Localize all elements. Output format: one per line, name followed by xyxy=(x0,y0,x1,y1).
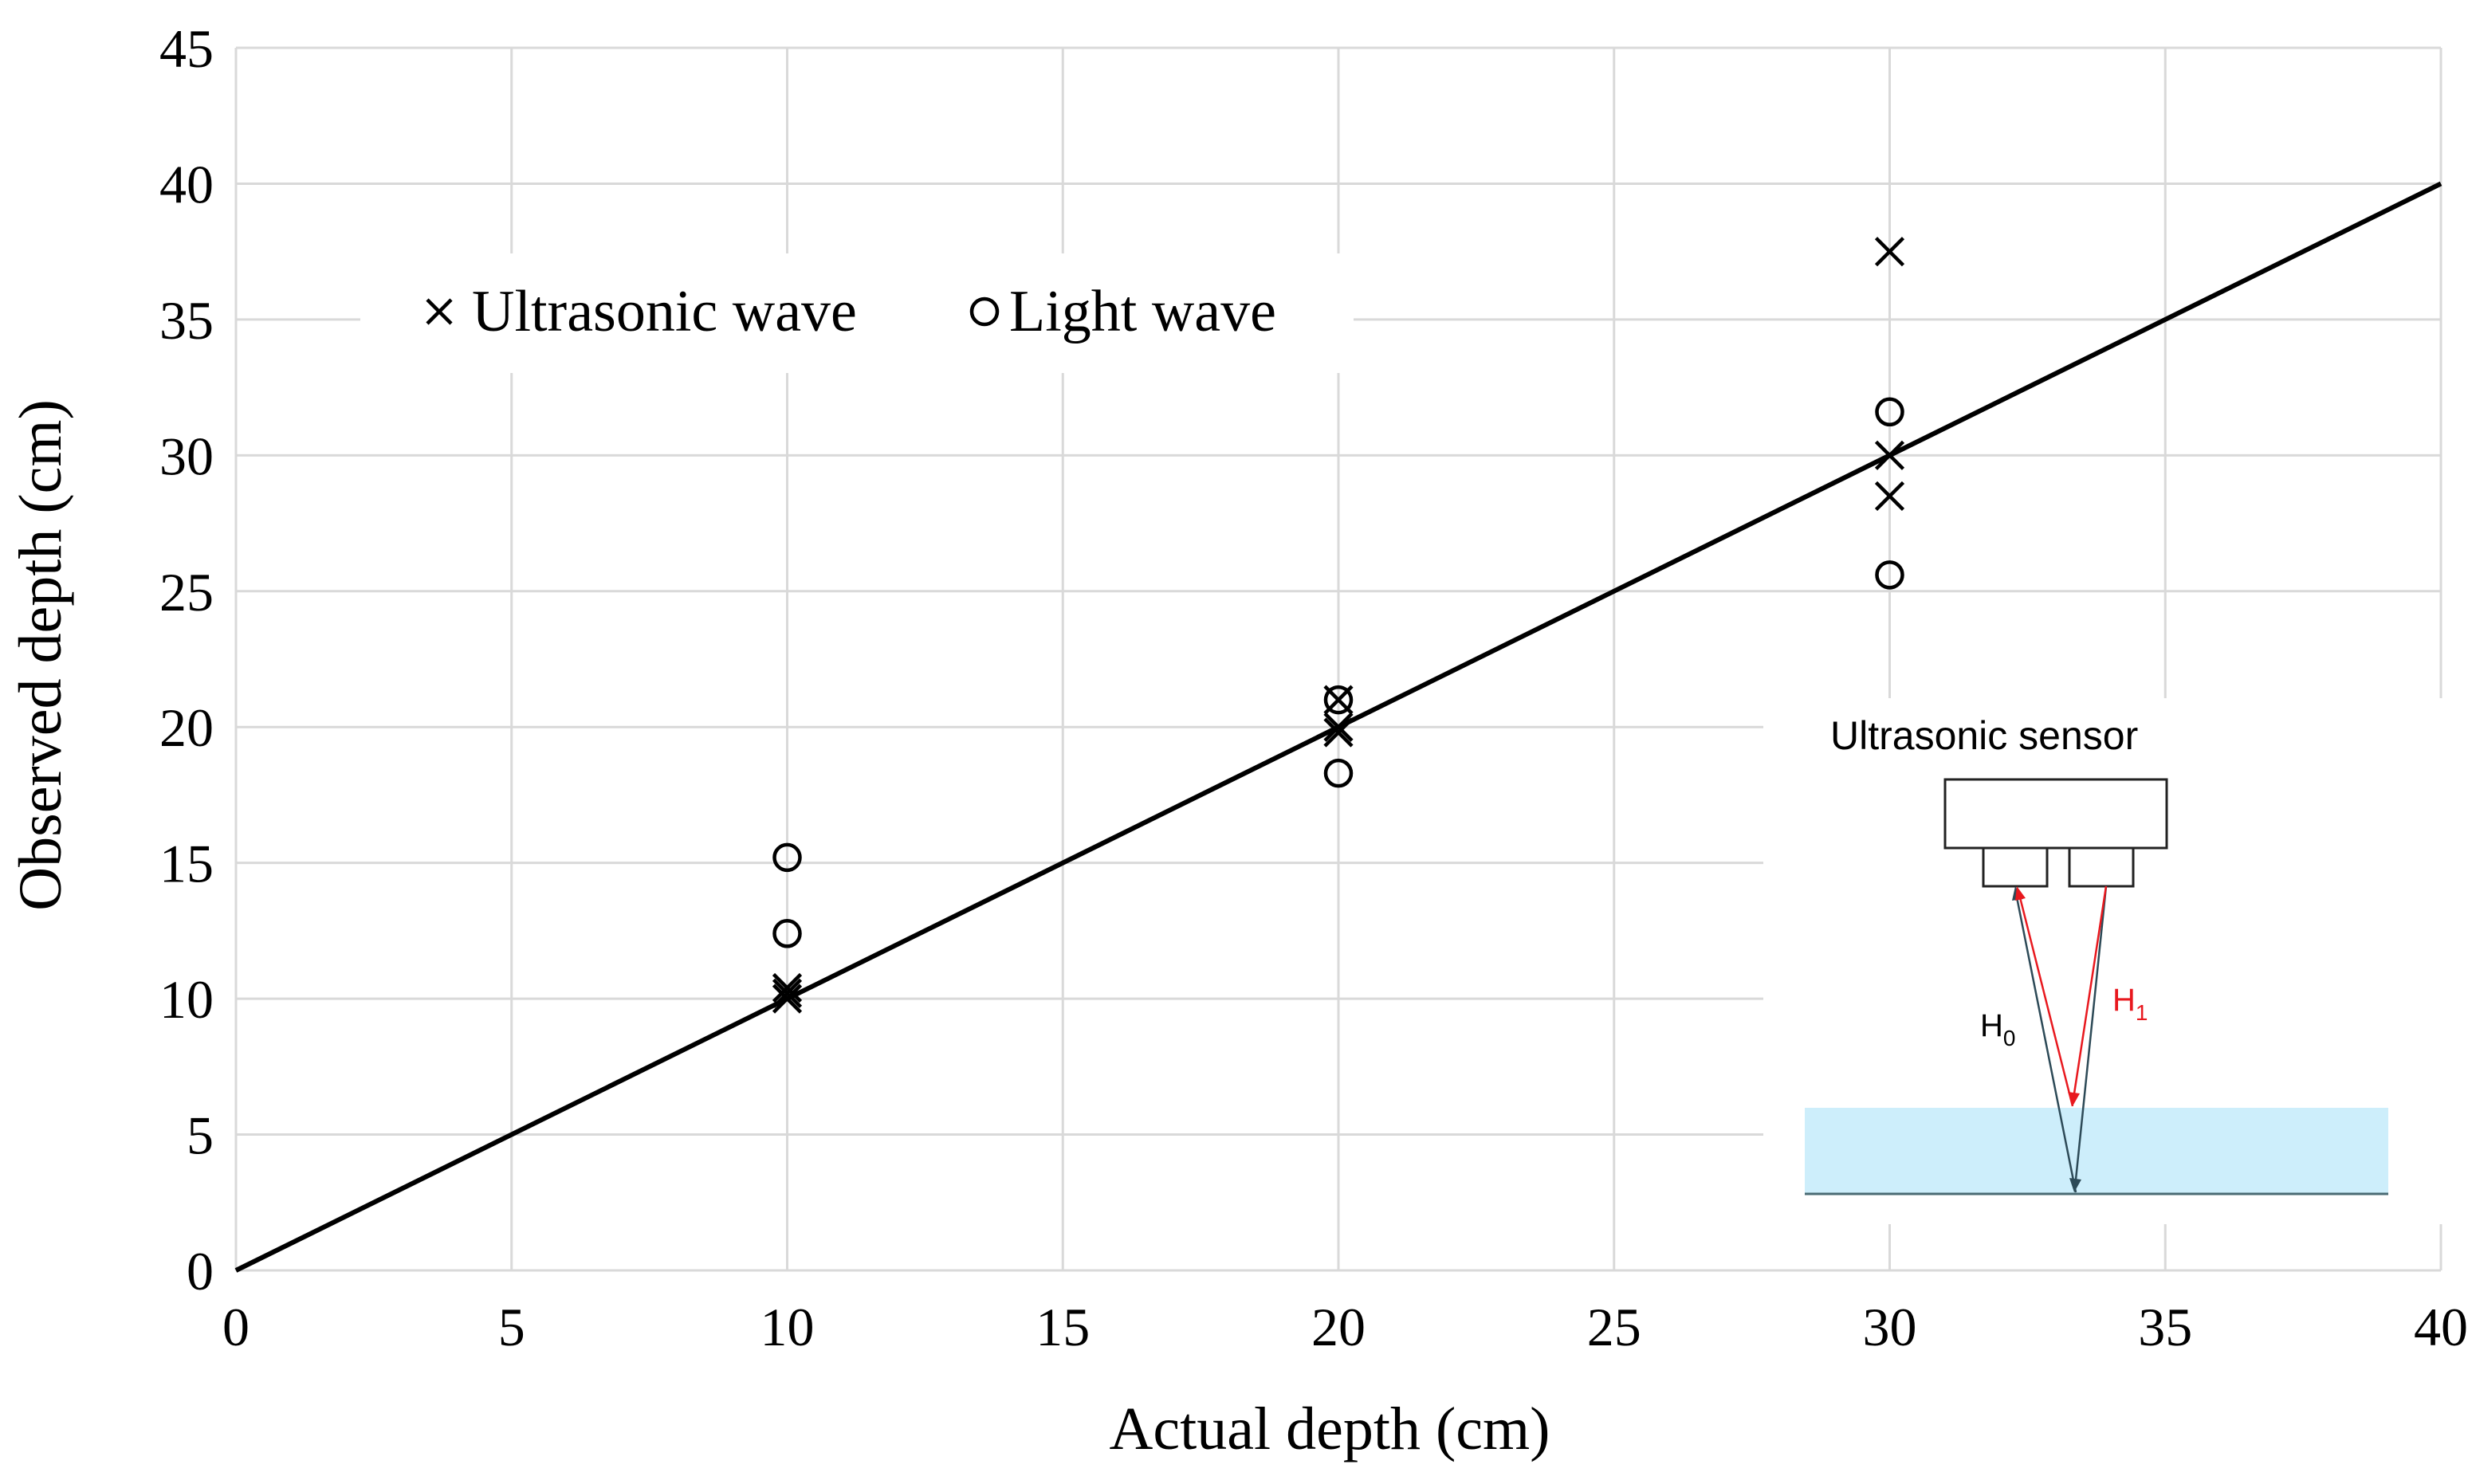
data-points xyxy=(772,237,1905,1014)
light-point xyxy=(1875,397,1904,427)
light-point xyxy=(1323,758,1354,788)
h0-arrowhead-bottom xyxy=(2069,1178,2081,1192)
h1-ray-down xyxy=(2073,885,2108,1094)
sensor-transmitter xyxy=(1982,846,2049,888)
h0-ray-down xyxy=(2074,885,2108,1180)
x-tick-label: 20 xyxy=(1311,1297,1366,1357)
x-tick-label: 30 xyxy=(1863,1297,1917,1357)
ultrasonic-point xyxy=(1323,717,1354,748)
h0-ray-up xyxy=(2015,897,2077,1193)
ultrasonic-sensor-inset: Ultrasonic sensor H0 H1 xyxy=(1805,713,2388,1195)
ultrasonic-point xyxy=(1323,712,1354,742)
y-tick-label: 0 xyxy=(187,1241,214,1301)
legend-label-light: Light wave xyxy=(1009,279,1276,344)
y-axis-title: Observed depth (cm) xyxy=(7,399,74,911)
plot-axes xyxy=(234,48,2441,1272)
y-tick-label: 35 xyxy=(159,290,214,351)
h1-ray-up xyxy=(2018,897,2074,1107)
h1-label-main: H xyxy=(2112,983,2136,1018)
h0-label-main: H xyxy=(1980,1008,2003,1043)
ultrasonic-point xyxy=(1874,237,1905,267)
x-tick-label: 25 xyxy=(1587,1297,1641,1357)
ultrasonic-point xyxy=(1874,440,1905,470)
legend-marker-ultrasonic xyxy=(426,298,453,325)
y-tick-label: 45 xyxy=(159,18,214,79)
legend-background xyxy=(360,253,1354,373)
legend: Ultrasonic wave Light wave xyxy=(426,279,1276,344)
h1-label: H1 xyxy=(2112,983,2148,1025)
x-tick-label: 35 xyxy=(2138,1297,2192,1357)
y-tick-label: 40 xyxy=(159,154,214,214)
light-point xyxy=(1875,560,1904,590)
x-tick-label: 0 xyxy=(222,1297,250,1357)
ultrasonic-point xyxy=(772,972,803,1003)
y-tick-label: 25 xyxy=(159,562,214,622)
h0-label: H0 xyxy=(1980,1008,2015,1050)
sensor-body xyxy=(1943,778,2168,850)
light-point xyxy=(772,842,802,873)
y-tick-label: 30 xyxy=(159,426,214,486)
light-point xyxy=(772,919,802,948)
x-tick-label: 40 xyxy=(2414,1297,2468,1357)
y-tick-label: 20 xyxy=(159,697,214,758)
h1-label-subscript: 1 xyxy=(2136,1000,2148,1025)
ultrasonic-point xyxy=(772,978,803,1008)
x-tick-label: 15 xyxy=(1036,1297,1090,1357)
legend-label-ultrasonic: Ultrasonic wave xyxy=(472,279,857,344)
light-point xyxy=(1323,685,1354,715)
legend-marker-light xyxy=(969,296,1000,327)
water-layer xyxy=(1805,1108,2388,1194)
x-axis-title: Actual depth (cm) xyxy=(1110,1396,1550,1462)
ultrasonic-point xyxy=(1874,481,1905,512)
h1-arrowhead-top xyxy=(2015,886,2026,901)
x-tick-label: 5 xyxy=(498,1297,525,1357)
y-tick-label: 10 xyxy=(159,969,214,1030)
inset-title: Ultrasonic sensor xyxy=(1830,713,2138,758)
sensor-receiver xyxy=(2068,846,2135,888)
x-tick-label: 10 xyxy=(760,1297,815,1357)
ultrasonic-point xyxy=(772,983,803,1014)
y-tick-label: 15 xyxy=(159,834,214,894)
y-tick-label: 5 xyxy=(187,1105,214,1166)
h0-label-subscript: 0 xyxy=(2003,1026,2016,1050)
